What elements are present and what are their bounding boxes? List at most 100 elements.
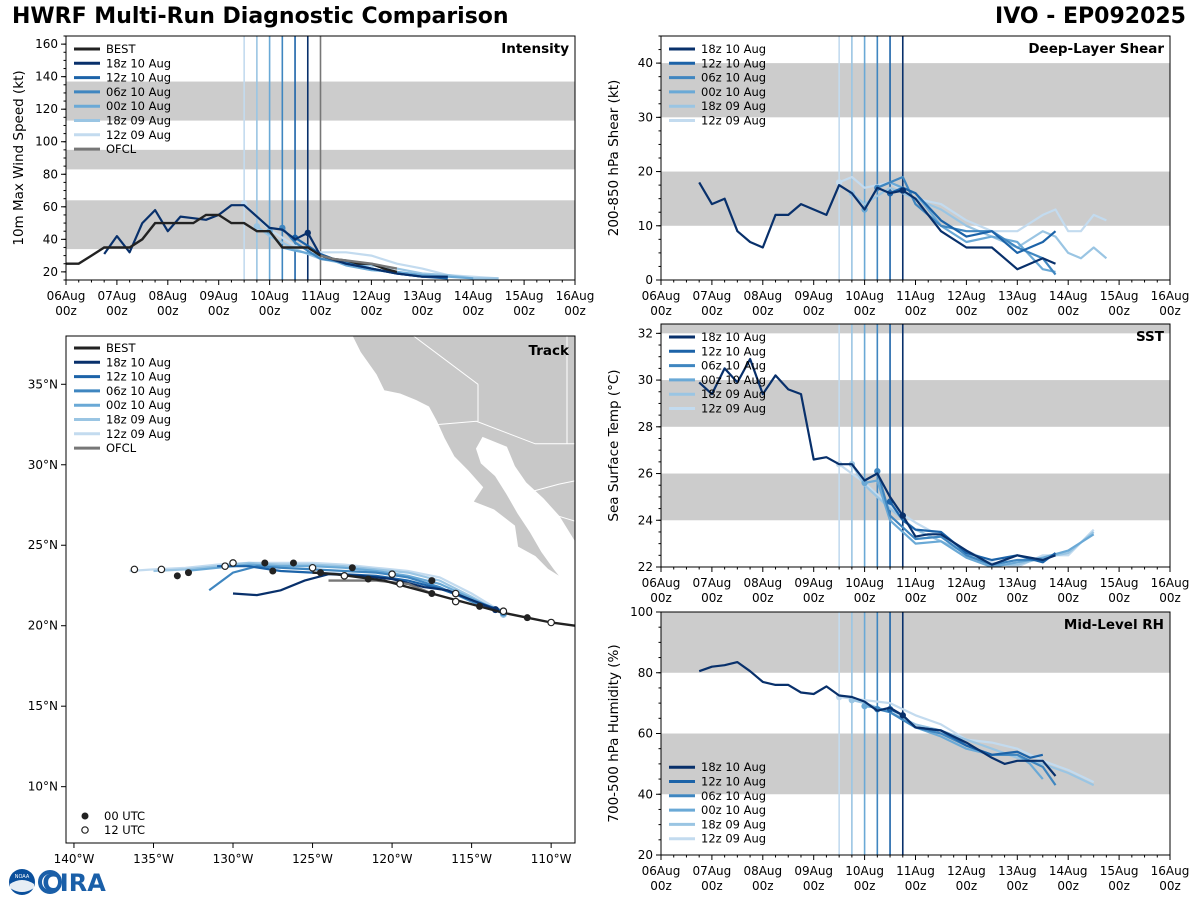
x-tick-label-hour: 00z [1007,591,1029,605]
x-tick-label-date: 06Aug [642,864,681,878]
init-marker [861,702,868,710]
legend-label: 06z 10 Aug [701,359,766,373]
series-line-18z-10-Aug [698,357,1056,566]
x-tick-label-date: 07Aug [693,289,732,303]
y-axis-label: 700-500 hPa Humidity (%) [606,644,622,822]
x-tick-label-hour: 00z [1159,879,1181,893]
x-tick-label-hour: 00z [752,304,774,318]
init-marker [899,187,906,194]
x-tick-label-date: 16Aug [1151,864,1190,878]
border-line [558,515,575,522]
x-tick-label-date: 10Aug [845,864,884,878]
y-tick-label: 80 [638,666,653,680]
marker-12utc [451,589,460,598]
x-tick-label-date: 10Aug [845,289,884,303]
x-tick-label-hour: 00z [361,304,383,318]
y-tick-label: 100 [35,135,58,149]
cira-wordmark: CIRA [42,869,106,896]
x-tick-label-date: 14Aug [1049,576,1088,590]
y-tick-label: 20 [638,165,653,179]
x-tick-label-hour: 00z [905,591,927,605]
x-tick-label-date: 15Aug [1100,864,1139,878]
init-marker [304,229,311,237]
marker-12utc [451,597,460,606]
x-tick-label-hour: 00z [650,304,672,318]
track-series-12z-09-Aug [129,561,504,614]
x-tick-label-date: 10Aug [250,289,289,303]
marker-00utc [348,564,356,572]
series-line-06z-10-Aug [876,470,1043,566]
series-line-18z-10-Aug [698,181,1056,271]
legend-label: 12z 10 Aug [701,56,766,70]
x-tick-label-hour: 00z [462,304,484,318]
figure-title: HWRF Multi-Run Diagnostic Comparison [12,4,509,29]
legend-label: 00z 10 Aug [701,373,766,387]
panel-track: 10°N 15°N 20°N 25°N 30°N 35°N 140°W 135°W 130°W 1… [28,335,576,866]
x-tick-label-hour: 00z [854,591,876,605]
y-tick-label: 40 [638,56,653,70]
legend-label: BEST [106,42,136,56]
x-tick-label-hour: 00z [1007,879,1029,893]
y-tick-label: 32 [638,326,653,340]
legend-label: 12z 09 Aug [701,832,766,846]
legend-label: 18z 09 Aug [701,387,766,401]
panel-rh: 2040608010006Aug00z07Aug00z08Aug00z09Aug… [606,605,1189,893]
x-tick-label-hour: 00z [701,879,723,893]
legend-label: 00z 10 Aug [106,99,171,113]
threshold-band [661,473,1170,521]
border-line [438,420,575,445]
y-tick-label: 140 [35,70,58,84]
x-tick-label-date: 09Aug [794,576,833,590]
lat-tick-label: 25°N [28,538,58,552]
y-tick-label: 0 [645,273,653,287]
cira-logo: NOAA CIRA [9,869,106,896]
legend-label: 18z 10 Aug [701,760,766,774]
lat-tick-label: 30°N [28,458,58,472]
lon-tick-label: 140°W [54,852,95,866]
marker-12utc [229,559,237,567]
x-tick-label-date: 16Aug [1151,576,1190,590]
marker-12utc [388,570,396,579]
x-tick-label-date: 15Aug [505,289,544,303]
marker-00utc [269,567,277,575]
x-tick-label-date: 07Aug [98,289,137,303]
x-tick-label-hour: 00z [956,879,978,893]
legend-label: 18z 09 Aug [106,413,171,427]
y-axis-label: 10m Max Wind Speed (kt) [11,70,27,245]
x-tick-label-date: 16Aug [1151,289,1190,303]
legend-label: 00z 10 Aug [701,803,766,817]
init-marker [253,223,261,230]
x-tick-label-date: 07Aug [693,576,732,590]
x-tick-label-date: 11Aug [301,289,340,303]
y-axis-label: 200-850 hPa Shear (kt) [606,80,622,237]
x-tick-label-hour: 00z [701,591,723,605]
x-tick-label-hour: 00z [106,304,128,318]
x-tick-label-date: 12Aug [352,289,391,303]
x-tick-label-hour: 00z [1057,591,1079,605]
x-tick-label-date: 06Aug [642,289,681,303]
marker-00utc [476,602,484,610]
x-tick-label-date: 12Aug [947,289,986,303]
legend-label: 18z 10 Aug [701,330,766,344]
x-tick-label-hour: 00z [259,304,281,318]
x-tick-label-hour: 00z [1108,304,1130,318]
lon-tick-label: 135°W [133,852,174,866]
land-mass [351,336,575,578]
x-tick-label-hour: 00z [157,304,179,318]
y-axis-label: Sea Surface Temp (°C) [606,369,622,521]
panel-intensity: 2040608010012014016006Aug00z07Aug00z08Au… [11,35,594,318]
y-tick-label: 30 [638,373,653,387]
border-line [511,480,575,498]
marker-00utc [428,577,436,585]
legend-label: 12z 09 Aug [106,427,171,441]
x-tick-label-date: 07Aug [693,864,732,878]
x-tick-label-hour: 00z [1108,591,1130,605]
marker-12utc [308,563,317,572]
legend-label: BEST [106,341,136,355]
x-tick-label-hour: 00z [752,879,774,893]
lon-tick-label: 125°W [292,852,333,866]
x-tick-label-hour: 00z [564,304,586,318]
x-tick-label-hour: 00z [208,304,230,318]
legend-label: 18z 10 Aug [106,355,171,369]
